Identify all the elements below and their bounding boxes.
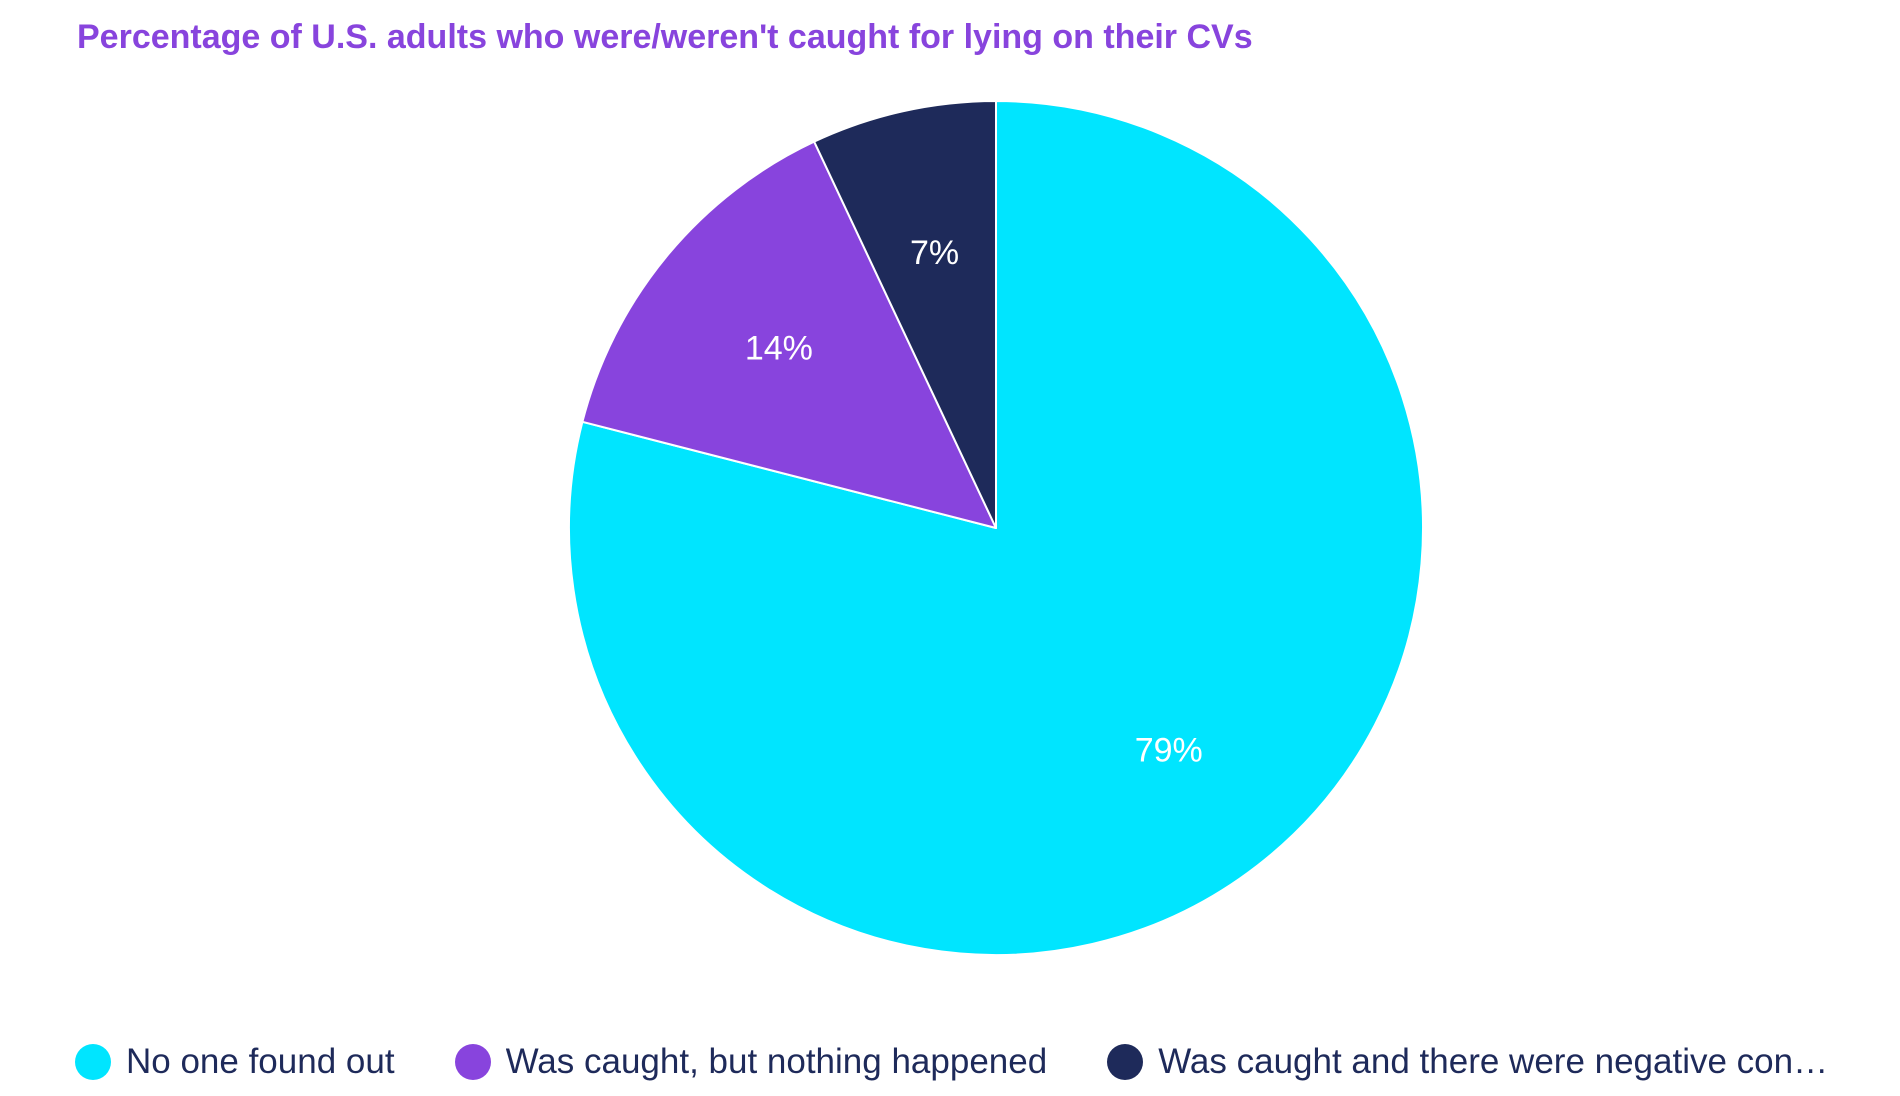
legend-item-no-one-found-out[interactable]: No one found out [75,1042,395,1082]
legend-marker-icon [454,1044,491,1080]
legend-item-caught-nothing-happened[interactable]: Was caught, but nothing happened [454,1042,1048,1082]
pie-chart: 79% 14% 7% [568,100,1424,956]
data-label-no-one-found-out: 79% [1135,732,1203,770]
legend-label: Was caught and there were negative con… [1158,1042,1829,1081]
legend-label: Was caught, but nothing happened [505,1042,1048,1081]
pie-slice-was-caught-but-nothing-happened[interactable] [581,140,997,529]
pie-labels: 79% 14% 7% [745,234,1203,770]
data-label-was-caught-but-nothing-happened: 14% [745,329,813,367]
legend: No one found out Was caught, but nothing… [75,1042,1888,1082]
legend-marker-icon [75,1044,111,1080]
data-label-was-caught-and-there-were-negative-consequences: 7% [910,234,959,272]
pie-slice-was-caught-and-there-were-negative-consequences[interactable] [813,100,997,529]
pie-slices [568,100,1424,956]
chart-title: Percentage of U.S. adults who were/weren… [77,18,1253,56]
legend-marker-icon [1107,1044,1144,1080]
legend-label: No one found out [126,1042,395,1081]
legend-item-caught-negative-consequences[interactable]: Was caught and there were negative con… [1107,1042,1828,1082]
